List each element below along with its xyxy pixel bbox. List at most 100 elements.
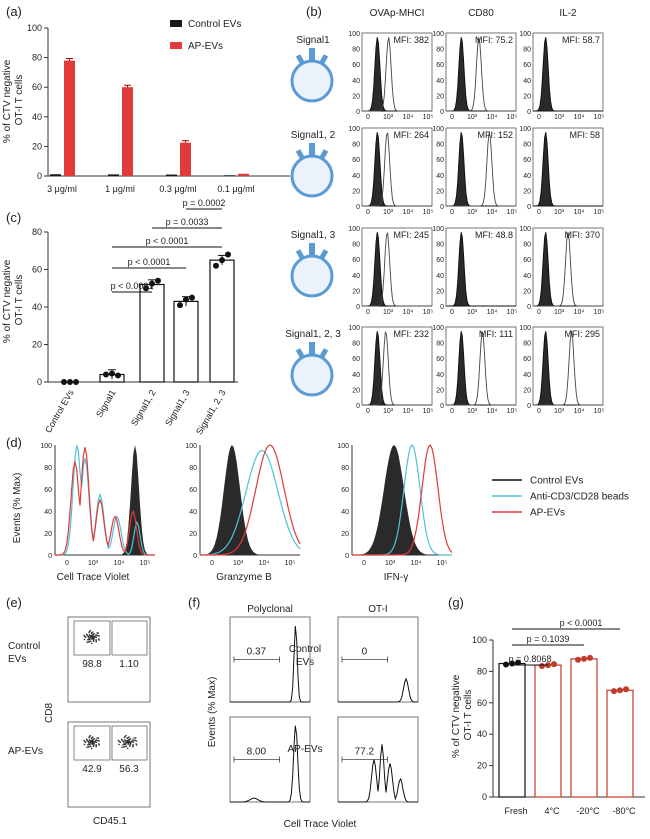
y-tick-label: 40 bbox=[32, 302, 42, 312]
y-tick-label: 100 bbox=[185, 443, 197, 450]
y-tick-label: 80 bbox=[523, 47, 531, 54]
data-point bbox=[551, 661, 557, 668]
mfi-label: MFI: 111 bbox=[479, 329, 513, 339]
receptor-icon bbox=[295, 54, 306, 66]
ylabel-line2: OT-I T cells bbox=[463, 690, 474, 741]
y-tick-label: 80 bbox=[352, 142, 360, 149]
vesicle-icon bbox=[290, 59, 334, 103]
cell-dot bbox=[124, 739, 126, 741]
x-tick-label: 10⁵ bbox=[423, 309, 434, 316]
bar bbox=[606, 689, 634, 798]
cell-dot bbox=[134, 737, 137, 739]
panel-e-dotplots: Control EVs 98.8 1.10 AP-EVs 42.9 56.3 bbox=[8, 616, 151, 808]
cell-dot bbox=[121, 746, 123, 748]
y-tick-label: 60 bbox=[477, 698, 487, 708]
y-tick-label: 60 bbox=[352, 157, 360, 164]
y-tick-label: 80 bbox=[436, 47, 444, 54]
x-tick-label: 10⁴ bbox=[403, 408, 414, 415]
y-tick-label: 80 bbox=[436, 242, 444, 249]
x-tick-label: -80°C bbox=[612, 806, 636, 816]
panel-e-ylabel: CD8 bbox=[44, 703, 55, 723]
x-axis-label: IFN-γ bbox=[384, 572, 408, 583]
cell-dot bbox=[124, 742, 126, 744]
x-tick-label: 10³ bbox=[88, 560, 99, 567]
cell-dot bbox=[91, 638, 93, 640]
receptor-icon bbox=[295, 149, 306, 161]
cell-dot bbox=[90, 741, 93, 744]
cell-dot bbox=[92, 745, 95, 747]
y-tick-label: 40 bbox=[352, 173, 360, 180]
p-value: p = 0.1039 bbox=[527, 634, 570, 644]
data-point bbox=[183, 296, 189, 303]
y-tick-label: 80 bbox=[436, 341, 444, 348]
panel-d-label: (d) bbox=[6, 435, 22, 450]
y-tick-label: 0 bbox=[48, 553, 52, 560]
cell-dot bbox=[127, 743, 129, 745]
y-tick-label: 40 bbox=[436, 273, 444, 280]
y-tick-label: 60 bbox=[436, 157, 444, 164]
y-tick-label: 0 bbox=[440, 304, 444, 311]
legend-swatch-ap bbox=[170, 42, 182, 49]
y-tick-label: 20 bbox=[352, 387, 360, 394]
panel-a-label: (a) bbox=[6, 4, 22, 19]
panel-f-histograms: Polyclonal OT-I Control EVs AP-EVs 0.37 0 8.00 7… bbox=[229, 604, 419, 803]
cell-dot bbox=[120, 738, 123, 741]
y-tick-label: 20 bbox=[352, 188, 360, 195]
y-tick-label: 60 bbox=[436, 257, 444, 264]
cell-dot bbox=[134, 739, 137, 742]
x-tick-label: 10⁴ bbox=[574, 209, 585, 216]
y-tick-label: 20 bbox=[352, 93, 360, 100]
y-tick-label: 40 bbox=[189, 509, 197, 516]
x-tick-label: 0 bbox=[537, 114, 541, 121]
x-tick-label: 10⁴ bbox=[259, 560, 270, 567]
cell-dot bbox=[133, 739, 135, 741]
cell-dot bbox=[128, 745, 131, 747]
x-tick-label: 10⁴ bbox=[487, 408, 498, 415]
column-title: Polyclonal bbox=[247, 604, 293, 615]
cell-dot bbox=[88, 634, 91, 636]
legend-label: AP-EVs bbox=[530, 508, 565, 519]
data-point bbox=[581, 655, 587, 662]
cell-dot bbox=[92, 631, 94, 633]
vesicle-icon bbox=[290, 353, 334, 397]
bar bbox=[498, 662, 526, 798]
cell-dot bbox=[123, 742, 125, 744]
mfi-label: MFI: 58.7 bbox=[562, 35, 600, 45]
bar-control bbox=[166, 174, 177, 176]
cell-dot bbox=[89, 734, 92, 737]
x-tick-label: 10⁴ bbox=[487, 114, 498, 121]
y-tick-label: 60 bbox=[436, 356, 444, 363]
cell-dot bbox=[122, 746, 125, 748]
y-tick-label: 80 bbox=[523, 142, 531, 149]
cell-dot bbox=[122, 743, 124, 746]
column-title: CD80 bbox=[468, 8, 494, 19]
data-point bbox=[225, 251, 231, 258]
x-tick-label: Signal1, 2 bbox=[129, 388, 158, 428]
histogram-ap bbox=[200, 444, 301, 556]
y-tick-label: 20 bbox=[477, 761, 487, 771]
x-tick-label: 10⁴ bbox=[403, 209, 414, 216]
y-tick-label: 40 bbox=[436, 372, 444, 379]
y-tick-label: 20 bbox=[32, 141, 42, 151]
mhc-receptor-icon bbox=[309, 243, 315, 257]
x-tick-label: 10⁵ bbox=[594, 309, 605, 316]
y-tick-label: 100 bbox=[519, 226, 531, 233]
data-point bbox=[617, 687, 623, 694]
y-tick-label: 100 bbox=[472, 635, 487, 645]
p-value: p < 0.0001 bbox=[128, 257, 171, 267]
cell-dot bbox=[98, 639, 100, 641]
bar bbox=[209, 259, 235, 383]
cell-dot bbox=[93, 637, 96, 639]
cell-dot bbox=[95, 640, 97, 643]
y-tick-label: 80 bbox=[352, 341, 360, 348]
cell-dot bbox=[88, 739, 91, 741]
mhc-receptor-icon bbox=[309, 342, 315, 356]
histogram-control bbox=[362, 232, 432, 307]
y-tick-label: 80 bbox=[341, 465, 349, 472]
cell-dot bbox=[132, 745, 134, 748]
cell-dot bbox=[97, 737, 100, 739]
panel-a-ylabel: % of CTV negative OT-I T cells bbox=[2, 57, 25, 143]
y-tick-label: 0 bbox=[527, 204, 531, 211]
ylabel-line1: % of CTV negative bbox=[2, 59, 13, 143]
y-tick-label: 40 bbox=[44, 509, 52, 516]
